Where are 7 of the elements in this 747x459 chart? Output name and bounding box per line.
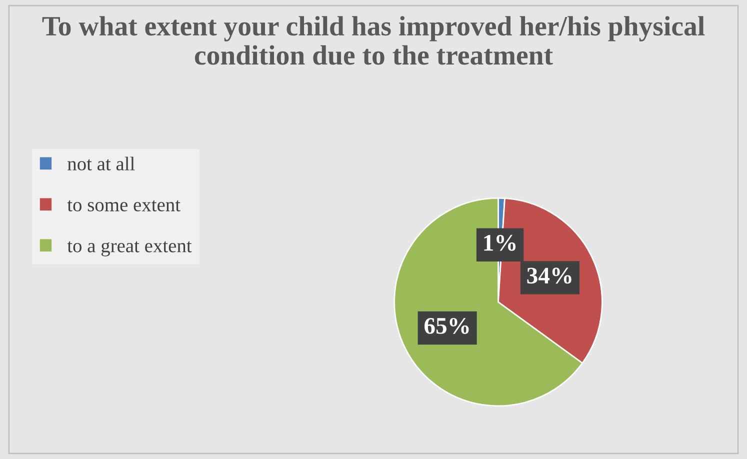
data-label: 34% [527, 268, 572, 284]
chart-title: To what extent your child has improved her/his physical condition due to the treatment [42, 16, 705, 65]
legend-label: to a great extent [67, 241, 192, 256]
legend-label: to some extent [67, 200, 180, 212]
data-label: 65% [424, 318, 469, 334]
legend-label: not at all [68, 156, 135, 170]
data-label: 1% [484, 234, 516, 251]
